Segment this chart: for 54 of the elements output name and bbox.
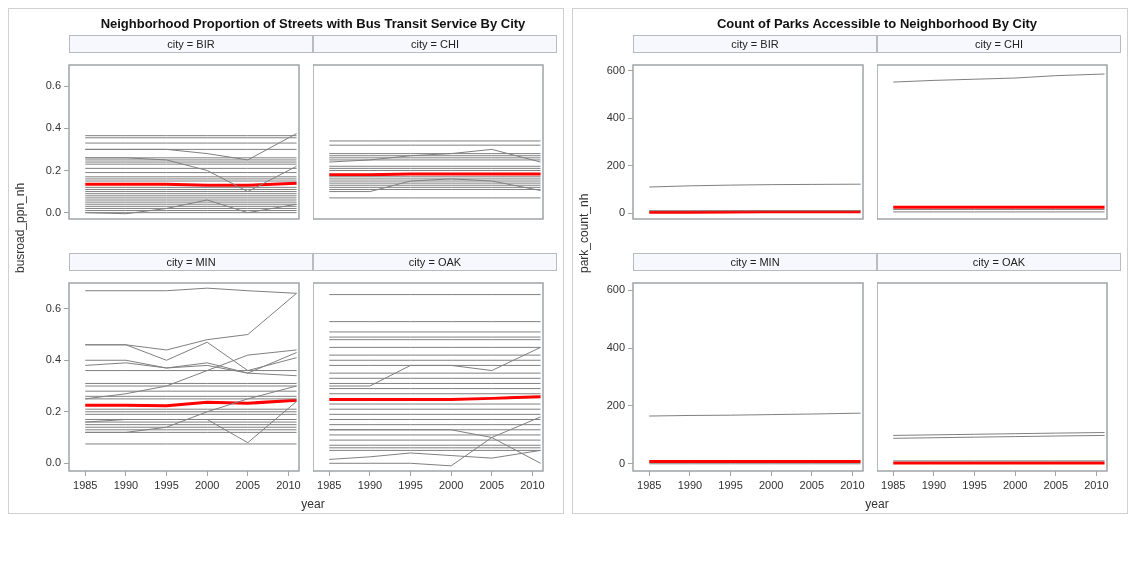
y-axis-title: park_count_nh [577, 193, 591, 273]
x-tick-label: 1985 [73, 478, 98, 491]
y-tick-label: 200 [606, 158, 625, 171]
x-tick-label: 2010 [840, 478, 865, 491]
y-tick-label: 200 [606, 398, 625, 411]
x-tick-label: 1990 [921, 478, 947, 491]
chart-subtitle: city = MIN [69, 253, 313, 271]
y-tick-label: 0.2 [45, 404, 61, 417]
chart-subtitle: city = CHI [313, 35, 557, 53]
x-tick-label: 2005 [799, 478, 825, 491]
x-tick-label: 1995 [718, 478, 743, 491]
y-tick-label: 600 [606, 283, 625, 296]
chart-subtitle: city = OAK [877, 253, 1121, 271]
y-tick-label: 0.6 [45, 79, 61, 92]
y-tick-label: 0.2 [45, 163, 61, 176]
x-tick-label: 2000 [1002, 478, 1028, 491]
x-tick-label: 2010 [1084, 478, 1109, 491]
y-tick-label: 0.4 [45, 121, 61, 134]
chart-title: Neighborhood Proportion of Streets with Bus Transit Service By City [99, 15, 527, 33]
x-tick-label: 2010 [520, 478, 545, 491]
x-tick-label: 1995 [154, 478, 179, 491]
chart-subtitle: city = BIR [69, 35, 313, 53]
x-tick-label: 1985 [317, 478, 342, 491]
chart-subtitle: city = BIR [633, 35, 877, 53]
chart-subtitle: city = CHI [877, 35, 1121, 53]
chart-subtitle: city = MIN [633, 253, 877, 271]
x-tick-label: 2005 [235, 478, 261, 491]
x-tick-label: 1985 [881, 478, 906, 491]
x-tick-label: 1990 [113, 478, 139, 491]
y-tick-label: 400 [606, 111, 625, 124]
x-axis-title: year [300, 497, 326, 511]
x-tick-label: 2005 [1043, 478, 1069, 491]
chart-subtitle: city = OAK [313, 253, 557, 271]
y-tick-label: 0.6 [45, 301, 61, 314]
x-tick-label: 1990 [677, 478, 703, 491]
x-tick-label: 1995 [398, 478, 423, 491]
x-axis-title: year [864, 497, 890, 511]
x-tick-label: 2000 [194, 478, 220, 491]
x-tick-label: 2000 [758, 478, 784, 491]
x-tick-label: 1995 [962, 478, 987, 491]
y-tick-label: 0 [618, 456, 625, 469]
x-tick-label: 2005 [479, 478, 505, 491]
x-tick-label: 1990 [357, 478, 383, 491]
y-tick-label: 0.4 [45, 353, 61, 366]
y-tick-label: 0.0 [45, 456, 61, 469]
x-tick-label: 2000 [438, 478, 464, 491]
x-tick-label: 1985 [637, 478, 662, 491]
chart-title: Count of Parks Accessible to Neighborhood By City [715, 15, 1039, 33]
y-tick-label: 400 [606, 341, 625, 354]
y-axis-title: busroad_ppn_nh [13, 182, 27, 273]
x-tick-label: 2010 [276, 478, 301, 491]
y-tick-label: 0.0 [45, 205, 61, 218]
y-tick-label: 0 [618, 206, 625, 219]
y-tick-label: 600 [606, 63, 625, 76]
